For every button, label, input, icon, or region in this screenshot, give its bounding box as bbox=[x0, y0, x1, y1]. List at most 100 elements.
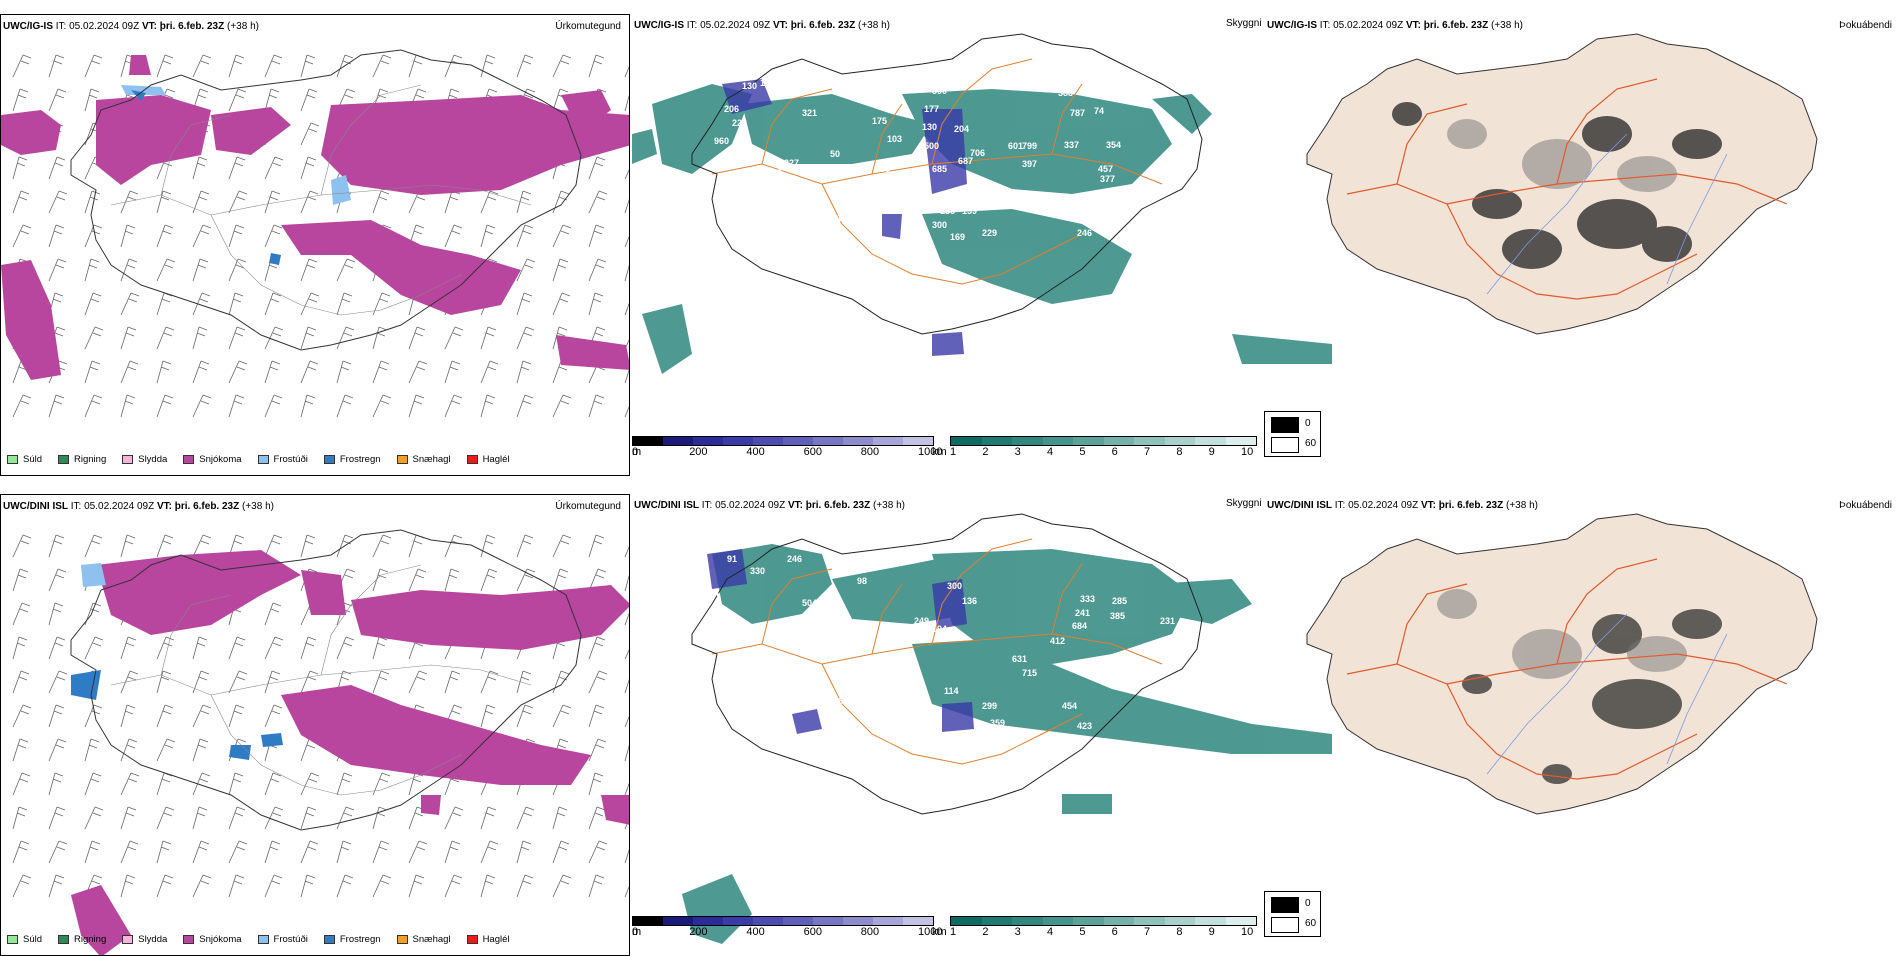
wind-barb bbox=[48, 534, 65, 558]
wind-barb bbox=[552, 874, 572, 898]
visibility-label: 799 bbox=[1022, 141, 1037, 151]
colorbar-segment bbox=[843, 917, 873, 925]
wind-barb bbox=[588, 292, 604, 316]
wind-barb bbox=[228, 806, 246, 830]
wind-barb bbox=[264, 292, 282, 316]
panel-title: Þokuábendi bbox=[1839, 20, 1892, 31]
colorbar-unit: km bbox=[932, 446, 947, 458]
visibility-panel-top: 130 180 206 222 960 321 265 227 108 57 50 210 175 103… bbox=[632, 14, 1337, 476]
wind-barb bbox=[120, 738, 138, 762]
wind-barb bbox=[48, 224, 65, 248]
colorbar-tick: 800 bbox=[860, 446, 880, 458]
legend-label: Súld bbox=[23, 454, 43, 465]
wind-barb bbox=[516, 54, 534, 78]
wind-barb bbox=[300, 772, 320, 796]
visibility-label: 175 bbox=[872, 116, 887, 126]
colorbar bbox=[632, 916, 934, 926]
colorbar-segment bbox=[873, 437, 903, 445]
wind-barb bbox=[552, 704, 572, 728]
wind-barb bbox=[444, 224, 463, 248]
visibility-label: 285 bbox=[1112, 596, 1127, 606]
wind-barb bbox=[552, 806, 568, 830]
wind-barb bbox=[552, 394, 572, 418]
precip-legend-item: Frostregn bbox=[323, 934, 381, 945]
wind-barb bbox=[84, 738, 100, 762]
wind-barb bbox=[552, 840, 570, 864]
visibility-label: 300 bbox=[932, 220, 947, 230]
wind-barb bbox=[120, 874, 136, 898]
colorbar bbox=[632, 436, 934, 446]
wind-barb bbox=[264, 636, 284, 660]
wind-barb bbox=[516, 190, 532, 214]
wind-barb bbox=[588, 156, 606, 180]
wind-barb bbox=[264, 670, 281, 694]
wind-barb bbox=[120, 190, 139, 214]
wind-barb bbox=[336, 258, 356, 282]
wind-barb bbox=[120, 394, 136, 418]
wind-barb bbox=[84, 292, 102, 316]
colorbar-tick: 200 bbox=[689, 446, 708, 458]
wind-barb bbox=[552, 292, 571, 316]
visibility-label: 706 bbox=[970, 148, 985, 158]
colorbar-segment bbox=[633, 437, 663, 445]
wind-barb bbox=[228, 840, 248, 864]
panel-title: Úrkomutegund bbox=[555, 21, 621, 32]
visibility-label: 454 bbox=[1062, 701, 1077, 711]
wind-barb bbox=[12, 156, 28, 180]
legend-swatch bbox=[122, 455, 134, 464]
legend-label: Snjókoma bbox=[199, 454, 242, 465]
wind-barb bbox=[588, 670, 608, 694]
wind-barb bbox=[264, 224, 283, 248]
wind-barb bbox=[588, 54, 605, 78]
precip-legend-item: Haglél bbox=[466, 454, 510, 465]
wind-barb bbox=[336, 534, 354, 558]
colorbar-tick: 0 bbox=[632, 926, 639, 938]
wind-barb bbox=[480, 840, 499, 864]
wind-barb bbox=[480, 360, 499, 384]
wind-barb bbox=[516, 326, 535, 350]
wind-barb bbox=[84, 602, 102, 626]
wind-barb bbox=[624, 302, 629, 316]
fog-map-bottom bbox=[1306, 513, 1818, 815]
fog-map-top bbox=[1306, 33, 1818, 335]
colorbar-segment bbox=[813, 437, 843, 445]
precip-legend-item: Slydda bbox=[122, 454, 167, 465]
colorbar-tick: 10 bbox=[1241, 446, 1254, 458]
wind-barb bbox=[480, 874, 496, 898]
wind-barb bbox=[588, 704, 605, 728]
wind-barb bbox=[264, 190, 281, 214]
wind-barb bbox=[228, 360, 248, 384]
visibility-label: 57 bbox=[774, 209, 784, 219]
init-time: IT: 05.02.2024 09Z bbox=[55, 21, 140, 32]
colorbar-segment bbox=[693, 917, 723, 925]
colorbar-tick: 1000 bbox=[918, 446, 943, 458]
wind-barb bbox=[480, 704, 496, 728]
legend-label: Rigning bbox=[74, 934, 107, 945]
wind-barb bbox=[588, 806, 606, 830]
precip-legend-item: Frostregn bbox=[323, 454, 381, 465]
wind-barb bbox=[336, 772, 353, 796]
visibility-label: 103 bbox=[887, 134, 902, 144]
wind-barb bbox=[12, 394, 32, 418]
visibility-label: 457 bbox=[1098, 164, 1113, 174]
visibility-label: 124 bbox=[704, 588, 719, 598]
colorbar-tick: 10 bbox=[1241, 926, 1254, 938]
wind-barb bbox=[12, 190, 30, 214]
wind-barb bbox=[588, 258, 607, 282]
visibility-map-top: 130 1802062229603212652271085750210175103… bbox=[632, 33, 1332, 374]
precip-legend-item: Snæhagl bbox=[396, 934, 451, 945]
wind-barb bbox=[480, 190, 499, 214]
wind-barb bbox=[120, 224, 136, 248]
wind-barb bbox=[264, 156, 284, 180]
wind-barb bbox=[480, 326, 497, 350]
visibility-label: 241 bbox=[1075, 608, 1090, 618]
legend-label: Frostregn bbox=[339, 454, 381, 465]
colorbar-unit: m bbox=[632, 926, 642, 938]
visibility-label: 330 bbox=[750, 566, 765, 576]
wind-barb bbox=[156, 704, 174, 728]
wind-barb bbox=[48, 88, 67, 112]
wind-barb bbox=[588, 190, 608, 214]
colorbar-segment bbox=[753, 917, 783, 925]
visibility-label: 510 bbox=[980, 193, 995, 203]
wind-barb bbox=[372, 772, 391, 796]
